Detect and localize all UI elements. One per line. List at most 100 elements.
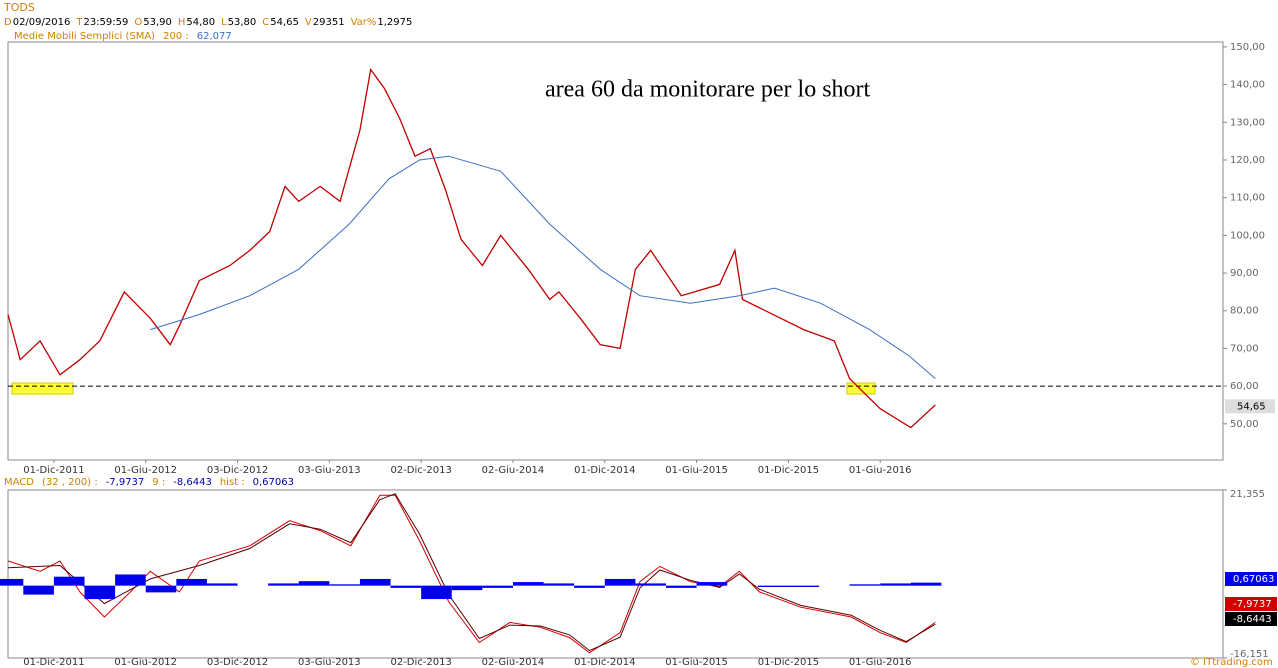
hist-bar — [115, 574, 146, 586]
legend-last-label: 62,077 — [197, 31, 232, 42]
hist-bar — [574, 585, 605, 588]
x-tick-label: 01-Dic-2011 — [23, 657, 84, 668]
y-tick-label: 100,00 — [1230, 230, 1265, 241]
x-tick-label: 03-Giu-2013 — [298, 465, 361, 476]
hist-bar — [421, 585, 452, 600]
y-tick-label: 110,00 — [1230, 193, 1265, 204]
value-box — [1225, 597, 1277, 611]
field-key: D — [4, 17, 12, 28]
legend-last-label: -8,6443 — [173, 477, 212, 488]
field-key: Var% — [351, 17, 377, 28]
field-value: 54,65 — [270, 17, 299, 28]
hist-bar — [543, 583, 575, 586]
x-tick-label: 02-Giu-2014 — [482, 465, 545, 476]
value-box-label: -7,9737 — [1233, 599, 1272, 610]
x-tick-label: 02-Dic-2013 — [390, 657, 451, 668]
value-box — [1225, 612, 1277, 626]
field-value: 54,80 — [186, 17, 215, 28]
field-key: C — [262, 17, 269, 28]
legend-name: hist : — [220, 477, 245, 488]
legend-params: 9 : — [152, 477, 165, 488]
hist-bar — [329, 584, 360, 586]
current-box — [1225, 399, 1275, 414]
value-box — [1225, 572, 1277, 586]
y-tick-label: -16,151 — [1230, 649, 1269, 660]
x-tick-label: 01-Giu-2012 — [114, 465, 177, 476]
hist-bar — [757, 585, 789, 587]
x-tick-label: 01-Giu-2016 — [849, 465, 912, 476]
x-tick-label: 01-Giu-2012 — [114, 657, 177, 668]
y-tick-label: 80,00 — [1230, 306, 1259, 317]
x-tick-label: 02-Giu-2014 — [482, 657, 545, 668]
legend-params: (32 , 200) : — [42, 477, 98, 488]
field-key: L — [221, 17, 227, 28]
y-tick-label: 21,355 — [1230, 489, 1265, 500]
legend-params: 200 : — [163, 31, 189, 42]
x-tick-label: 02-Dic-2013 — [390, 465, 451, 476]
title: TODS — [3, 1, 35, 14]
hist-bar — [482, 585, 513, 588]
x-tick-label: 01-Giu-2016 — [849, 657, 912, 668]
field-key: V — [305, 17, 312, 28]
y-tick-label: 50,00 — [1230, 419, 1259, 430]
x-tick-label: 01-Dic-2011 — [23, 465, 84, 476]
series-line — [7, 493, 936, 652]
series-line — [7, 67, 936, 429]
hist-bar — [298, 581, 330, 586]
field-key: O — [134, 17, 142, 28]
current-label: 54,65 — [1237, 401, 1266, 412]
hist-bar — [176, 578, 207, 586]
x-tick-label: 01-Dic-2014 — [574, 465, 635, 476]
hist-bar — [268, 583, 299, 586]
x-tick-label: 01-Giu-2015 — [665, 465, 728, 476]
legend-name: MACD — [4, 477, 34, 488]
field-key: H — [178, 17, 186, 28]
field-value: 02/09/2016 — [13, 17, 71, 28]
hist-bar — [880, 583, 911, 586]
legend-name: Medie Mobili Semplici (SMA) — [14, 31, 155, 42]
legend-last-label: 0,67063 — [253, 477, 294, 488]
y-tick-label: 120,00 — [1230, 155, 1265, 166]
hist-bar — [788, 585, 820, 587]
copyright: © ITtrading.com — [1190, 657, 1273, 668]
value-box-label: 0,67063 — [1233, 574, 1274, 585]
x-tick-label: 03-Dic-2012 — [207, 465, 268, 476]
price-panel — [7, 41, 1224, 461]
hist-bar — [23, 585, 54, 595]
hist-bar — [359, 578, 391, 586]
field-value: 1,2975 — [377, 17, 412, 28]
y-tick-label: 70,00 — [1230, 343, 1259, 354]
hist-bar — [206, 583, 238, 586]
series-line — [7, 494, 936, 654]
field-value: 53,90 — [143, 17, 172, 28]
y-tick-label: 130,00 — [1230, 117, 1265, 128]
x-tick-label: 01-Dic-2015 — [758, 657, 819, 668]
hist-bar — [665, 585, 697, 588]
hist-bar — [849, 584, 881, 586]
value-box-label: -8,6443 — [1233, 614, 1272, 625]
field-value: 23:59:59 — [83, 17, 128, 28]
annotation: area 60 da monitorare per lo short — [545, 77, 871, 103]
highlight — [11, 382, 74, 395]
field-value: 29351 — [313, 17, 345, 28]
y-tick-label: 140,00 — [1230, 80, 1265, 91]
y-tick-label: 150,00 — [1230, 42, 1265, 53]
legend-last-label: -7,9737 — [106, 477, 145, 488]
hist-bar — [84, 585, 116, 600]
hist-bar — [635, 583, 666, 586]
hist-bar — [696, 582, 728, 586]
y-tick-label: 60,00 — [1230, 381, 1259, 392]
x-tick-label: 01-Dic-2015 — [758, 465, 819, 476]
y-tick-label: 90,00 — [1230, 268, 1259, 279]
series-line — [150, 155, 936, 379]
x-tick-label: 03-Dic-2012 — [207, 657, 268, 668]
hist-bar — [145, 585, 177, 593]
hist-bar — [53, 576, 85, 586]
hist-bar — [604, 578, 636, 586]
hist-bar — [512, 582, 544, 586]
macd-panel — [7, 489, 1224, 659]
x-tick-label: 01-Dic-2014 — [574, 657, 635, 668]
highlight — [846, 382, 876, 395]
x-tick-label: 03-Giu-2013 — [298, 657, 361, 668]
